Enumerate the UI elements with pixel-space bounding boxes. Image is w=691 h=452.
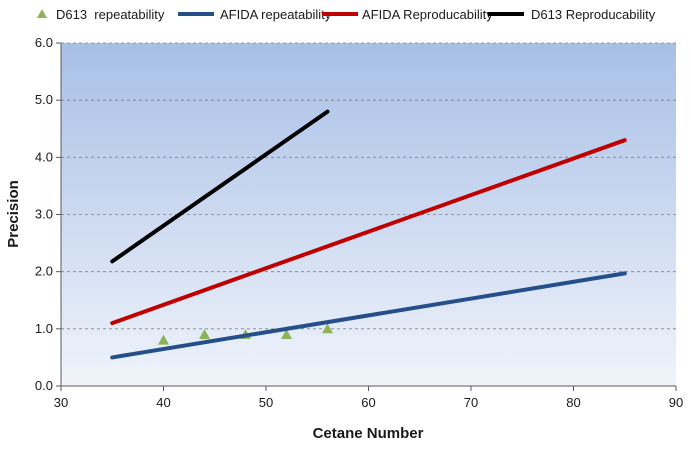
series-line-d613-reproducability [110,109,330,264]
legend-label-d613-repeatability: D613 repeatability [56,7,165,22]
x-tick-label: 40 [156,395,170,410]
x-axis-title: Cetane Number [313,425,424,442]
data-point-d613-repeatability [322,323,333,334]
legend-label-afida-reproducability: AFIDA Reproducability [362,7,493,22]
data-point-d613-repeatability [281,329,292,339]
x-tick-label: 30 [54,395,68,410]
legend: D613 repeatability AFIDA repeatability AFI… [37,7,656,22]
x-tick-label: 80 [566,395,580,410]
y-tick-label: 5.0 [35,92,53,107]
x-tick-label: 50 [259,395,273,410]
y-axis-title: Precision [5,180,22,248]
y-tick-label: 0.0 [35,378,53,393]
legend-label-d613-reproducability: D613 Reproducability [531,7,656,22]
series [110,109,627,360]
series-line-afida-repeatability [110,271,627,360]
x-tick-label: 60 [361,395,375,410]
series-line-afida-reproducability [110,138,627,326]
data-point-d613-repeatability [199,329,210,339]
y-tick-label: 6.0 [35,35,53,50]
legend-swatch-d613-repeatability [37,9,47,18]
x-tick-label: 90 [669,395,683,410]
legend-label-afida-repeatability: AFIDA repeatability [220,7,332,22]
data-point-d613-repeatability [158,334,169,345]
tick-labels: 0.0 1.0 2.0 3.0 4.0 5.0 6.0 30 40 50 60 70 80 90 [35,35,683,410]
axes [56,42,677,391]
x-tick-label: 70 [464,395,478,410]
y-tick-label: 2.0 [35,264,53,279]
y-tick-label: 3.0 [35,207,53,222]
gridlines [61,42,676,330]
y-tick-label: 4.0 [35,149,53,164]
y-tick-label: 1.0 [35,321,53,336]
